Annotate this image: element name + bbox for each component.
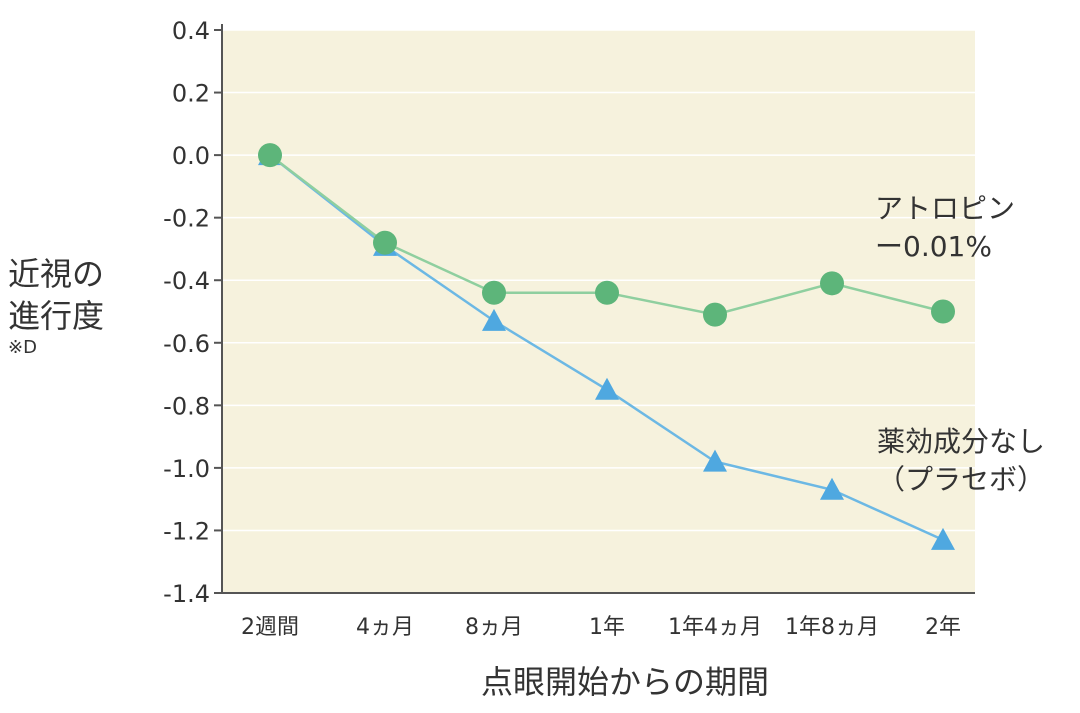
- y-tick-label: 0.2: [172, 80, 210, 108]
- series-atropine: [258, 143, 955, 327]
- y-tick-label: -1.4: [163, 580, 210, 608]
- data-point-triangle: [482, 308, 506, 331]
- data-point-circle: [258, 143, 282, 168]
- x-tick-label: 8ヵ月: [465, 615, 523, 640]
- y-axis-label: 近視の 進行度 ※D: [8, 253, 104, 359]
- y-tick-label: -1.2: [163, 517, 210, 545]
- x-tick-label: 1年4ヵ月: [668, 615, 762, 640]
- y-tick-label: -0.2: [163, 205, 210, 233]
- y-axis-unit: ※D: [8, 337, 37, 358]
- x-axis-label: 点眼開始からの期間: [0, 657, 1080, 703]
- y-axis-label-line-2: 進行度: [8, 297, 105, 335]
- x-tick-label: 4ヵ月: [356, 615, 414, 640]
- series-label-placebo-line-2: （プラセボ）: [877, 463, 1046, 496]
- y-tick-label: -1.0: [163, 455, 210, 483]
- data-point-circle: [703, 302, 727, 327]
- series-label-placebo: 薬効成分なし （プラセボ）: [877, 423, 1045, 499]
- x-axis-ticks: 2週間 4ヵ月 8ヵ月 1年 1年4ヵ月 1年8ヵ月 2年: [241, 615, 961, 640]
- series-label-atropine: アトロピン ー0.01%: [875, 190, 1015, 266]
- x-tick-label: 2年: [925, 615, 961, 640]
- y-tick-label: -0.4: [163, 267, 210, 295]
- data-point-circle: [595, 280, 619, 305]
- x-tick-label: 1年: [589, 615, 625, 640]
- data-point-triangle: [595, 377, 619, 400]
- y-tick-label: -0.6: [163, 330, 210, 358]
- y-axis-ticks: 0.4 0.2 0.0 -0.2 -0.4 -0.6 -0.8 -1.0 -1.2 -1.4: [163, 17, 222, 608]
- data-point-triangle: [931, 527, 955, 550]
- series-label-atropine-line-2: ー0.01%: [875, 230, 992, 263]
- data-point-circle: [482, 280, 506, 305]
- series-label-placebo-line-1: 薬効成分なし: [877, 425, 1046, 458]
- data-point-triangle: [820, 477, 844, 500]
- y-axis-label-line-1: 近視の: [8, 255, 105, 293]
- data-point-triangle: [703, 449, 727, 472]
- x-tick-label: 2週間: [241, 615, 299, 640]
- data-point-circle: [931, 299, 955, 324]
- data-point-circle: [820, 271, 844, 296]
- x-tick-label: 1年8ヵ月: [785, 615, 879, 640]
- x-axis-label-text: 点眼開始からの期間: [480, 663, 769, 701]
- series-label-atropine-line-1: アトロピン: [875, 192, 1016, 225]
- plot-area: [222, 30, 975, 593]
- y-tick-label: -0.8: [163, 392, 210, 420]
- data-point-circle: [373, 230, 397, 255]
- series-layer: [258, 143, 955, 550]
- y-tick-label: 0.0: [172, 142, 210, 170]
- y-tick-label: 0.4: [172, 17, 210, 45]
